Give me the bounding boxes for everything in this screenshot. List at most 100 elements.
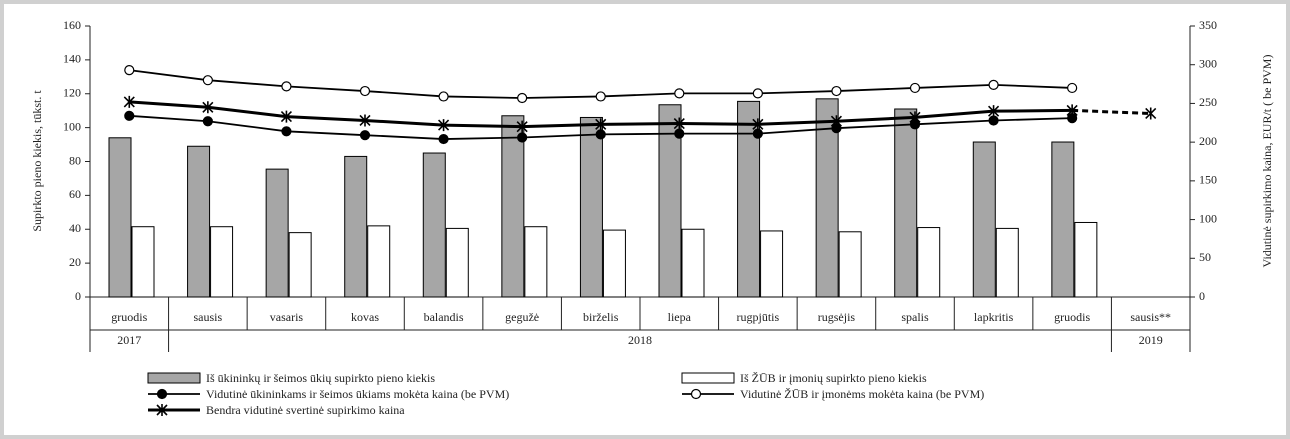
y-tick-label: 80: [69, 153, 81, 167]
y-tick-label: 120: [63, 86, 81, 100]
point: [517, 132, 528, 143]
point: [438, 133, 449, 145]
bar: [737, 100, 761, 298]
point: [752, 88, 763, 99]
legend-swatch: [681, 372, 735, 384]
x-tick-label: gegužė: [505, 310, 539, 324]
y-tick-label: 160: [63, 18, 81, 32]
year-label: 2019: [1139, 333, 1163, 347]
y2-tick-label: 250: [1199, 95, 1217, 109]
y2-tick-label: 0: [1199, 289, 1205, 303]
bar: [422, 152, 446, 298]
point: [595, 118, 607, 131]
point: [673, 117, 685, 130]
y-tick-label: 20: [69, 255, 81, 269]
point: [438, 91, 449, 102]
legend-label: Bendra vidutinė svertinė supirkimo kaina: [206, 403, 405, 417]
point: [909, 82, 921, 94]
bar: [288, 232, 312, 298]
x-tick-label: birželis: [583, 310, 619, 324]
bar: [760, 230, 784, 298]
bar: [131, 226, 155, 298]
year-label: 2018: [628, 333, 652, 347]
point: [752, 128, 763, 139]
point: [830, 115, 842, 128]
line-projection: [1072, 108, 1151, 115]
point: [123, 95, 135, 108]
y-tick-label: 140: [63, 52, 81, 66]
point: [281, 126, 292, 137]
y2-tick-label: 350: [1199, 18, 1217, 32]
year-label: 2017: [117, 333, 141, 347]
point: [595, 129, 606, 140]
point: [909, 111, 921, 124]
bar: [501, 115, 525, 298]
y-tick-label: 0: [75, 289, 81, 303]
point: [988, 115, 999, 126]
bar: [524, 226, 548, 298]
bar: [681, 228, 705, 298]
x-tick-label: lapkritis: [974, 310, 1014, 324]
bar: [265, 168, 289, 298]
x-tick-label: sausis: [194, 310, 223, 324]
x-tick-label: kovas: [351, 310, 379, 324]
y2-tick-label: 200: [1199, 134, 1217, 148]
point: [1067, 82, 1078, 94]
bar: [1051, 141, 1075, 298]
legend-swatch: [147, 372, 201, 384]
y2-tick-label: 50: [1199, 250, 1211, 264]
point: [359, 114, 371, 127]
point: [124, 110, 135, 121]
y2-tick-label: 150: [1199, 173, 1217, 187]
bar: [917, 227, 941, 298]
point: [595, 91, 606, 102]
bar: [815, 98, 839, 298]
bar: [108, 137, 132, 298]
point: [831, 85, 842, 97]
x-tick-label: spalis: [901, 310, 929, 324]
point: [280, 110, 292, 123]
point: [438, 119, 450, 132]
x-tick-label: rugpjūtis: [737, 310, 780, 324]
x-tick-label: gruodis: [1054, 310, 1090, 324]
point: [988, 105, 1000, 118]
bar: [210, 226, 234, 298]
y2-tick-label: 300: [1199, 56, 1217, 70]
y-tick-label: 100: [63, 119, 81, 133]
legend-label: Vidutinė ūkininkams ir šeimos ūkiams mok…: [206, 387, 509, 401]
bar: [579, 116, 603, 298]
point: [202, 101, 214, 114]
bar: [838, 231, 862, 298]
point: [359, 85, 371, 97]
point: [988, 79, 999, 90]
legend-marker: [156, 404, 168, 416]
y2-axis-label: Vidutinė supirkimo kaina, EUR/t ( be PVM…: [1260, 55, 1274, 268]
bar: [1074, 221, 1098, 298]
legend-marker: [156, 388, 168, 400]
point: [674, 88, 685, 99]
bar: [995, 227, 1019, 298]
point: [202, 116, 213, 127]
bar: [658, 104, 682, 298]
x-tick-label: liepa: [668, 310, 692, 324]
legend-label: Iš ūkininkų ir šeimos ūkių supirkto pien…: [206, 371, 435, 385]
legend-label: Iš ŽŪB ir įmonių supirkto pieno kiekis: [740, 371, 927, 385]
y2-tick-label: 100: [1199, 211, 1217, 225]
point: [517, 92, 528, 104]
x-tick-label: vasaris: [270, 310, 304, 324]
y-tick-label: 40: [69, 221, 81, 235]
point: [752, 118, 764, 131]
point: [124, 65, 135, 76]
point: [516, 120, 528, 133]
bar: [602, 229, 626, 298]
x-tick-label: balandis: [424, 310, 464, 324]
y-tick-label: 60: [69, 187, 81, 201]
y-axis-label: Supirkto pieno kiekis, tūkst. t: [30, 90, 44, 232]
bar: [894, 108, 918, 298]
legend-label: Vidutinė ŽŪB ir įmonėms mokėta kaina (be…: [740, 387, 984, 401]
bar: [344, 155, 368, 298]
bar: [972, 141, 996, 298]
point: [281, 81, 292, 92]
